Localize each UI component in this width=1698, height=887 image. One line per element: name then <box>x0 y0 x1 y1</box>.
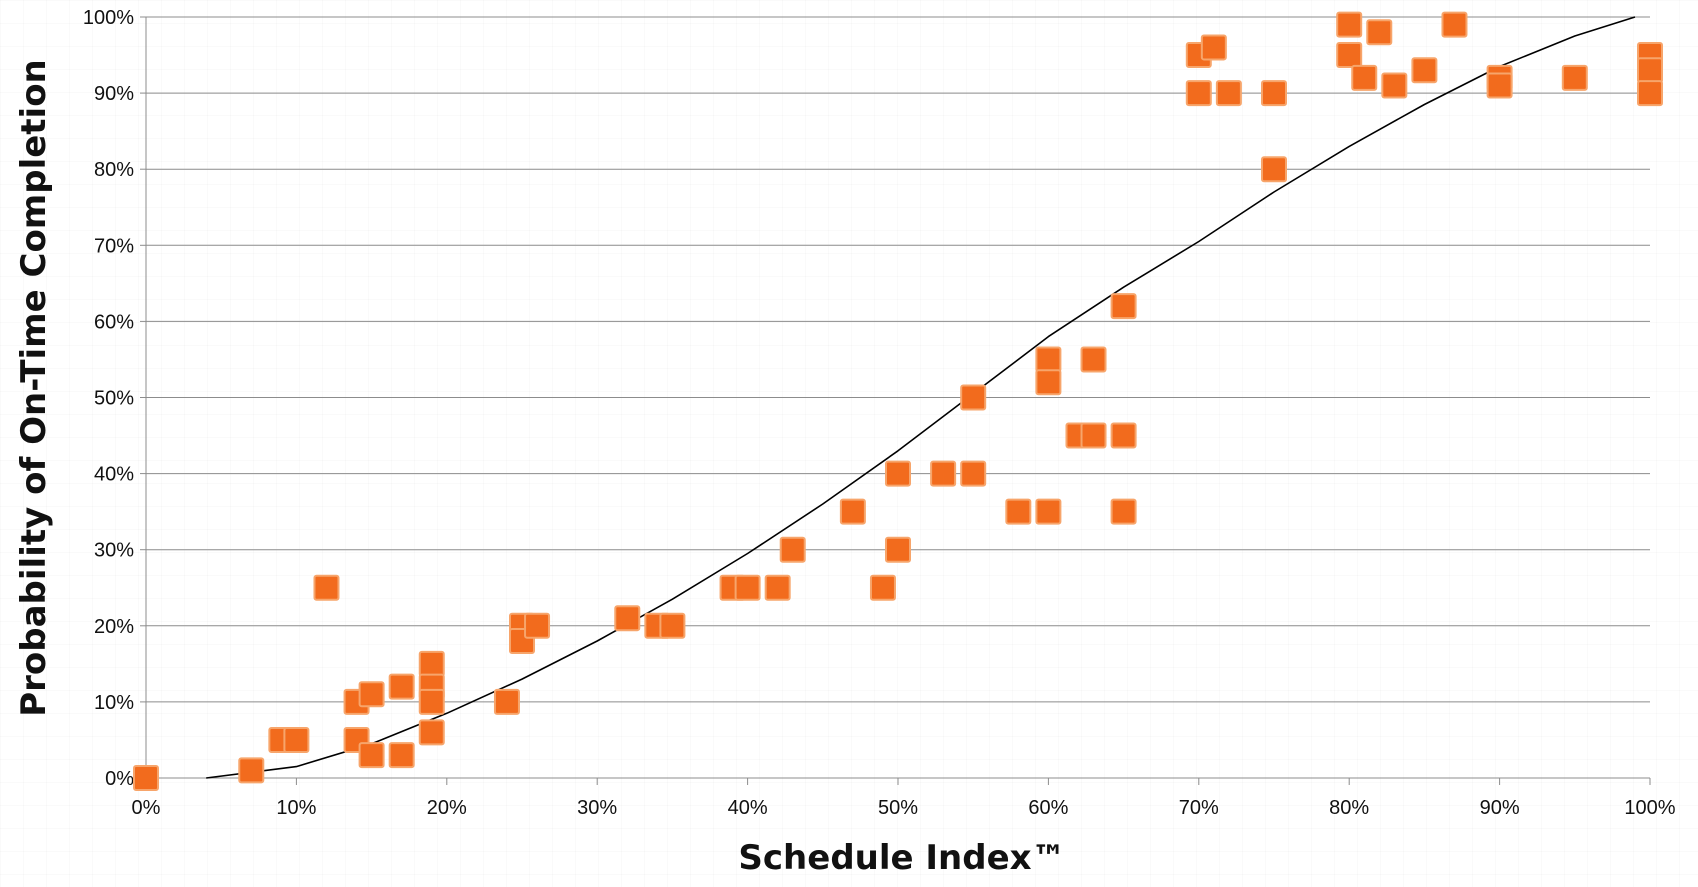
y-tick-label: 40% <box>94 464 134 486</box>
data-point <box>238 757 265 784</box>
data-point <box>659 612 686 639</box>
data-point <box>1110 422 1137 449</box>
data-point <box>1080 346 1107 373</box>
data-point <box>493 688 520 715</box>
x-tick-label: 50% <box>878 797 918 819</box>
data-point <box>885 460 911 487</box>
data-point <box>1637 57 1663 84</box>
data-point <box>869 574 896 601</box>
data-point <box>418 719 445 746</box>
data-point <box>283 726 310 753</box>
x-tick-label: 30% <box>577 797 617 819</box>
data-point <box>885 536 911 563</box>
y-tick-label: 30% <box>94 540 134 562</box>
y-tick-label: 50% <box>94 388 134 410</box>
data-point <box>1441 11 1468 38</box>
y-tick-label: 20% <box>94 616 134 638</box>
data-point <box>1336 42 1363 69</box>
data-point <box>313 574 340 601</box>
x-tick-label: 60% <box>1028 797 1068 819</box>
data-point <box>358 681 385 708</box>
axes <box>140 16 1651 785</box>
data-point <box>1486 72 1513 99</box>
data-points <box>133 11 1663 791</box>
data-point <box>418 650 445 677</box>
data-point <box>1215 80 1242 107</box>
trend-line-layer <box>206 16 1636 779</box>
data-point <box>1110 498 1137 525</box>
y-axis-title: Probability of On-Time Completion <box>14 59 54 717</box>
gridlines <box>146 16 1650 703</box>
y-tick-label: 100% <box>83 7 134 29</box>
x-tick-label: 0% <box>132 797 161 819</box>
data-point <box>524 612 551 639</box>
x-tick-label: 20% <box>427 797 467 819</box>
data-point <box>614 605 641 632</box>
x-tick-label: 100% <box>1624 797 1675 819</box>
x-tick-label: 80% <box>1329 797 1369 819</box>
data-point <box>839 498 866 525</box>
data-point <box>1336 11 1363 38</box>
x-tick-label: 90% <box>1480 797 1520 819</box>
data-point <box>1561 64 1588 91</box>
data-point <box>1261 80 1287 107</box>
data-point <box>1351 64 1378 91</box>
x-tick-label: 10% <box>276 797 316 819</box>
y-tick-label: 90% <box>94 83 134 105</box>
data-point <box>418 688 445 715</box>
data-point <box>764 574 791 601</box>
data-point <box>1035 346 1062 373</box>
y-tick-label: 70% <box>94 235 134 257</box>
x-tick-label: 70% <box>1179 797 1219 819</box>
data-point <box>1005 498 1032 525</box>
data-point <box>1080 422 1107 449</box>
data-point <box>779 536 806 563</box>
data-point <box>1110 293 1137 320</box>
y-tick-label: 10% <box>94 692 134 714</box>
y-tick-labels: 0% 10% 20% 30% 40% 50% 60% 70% 80% 90% 100% <box>83 7 134 790</box>
y-tick-label: 0% <box>105 768 134 790</box>
data-point <box>1035 498 1062 525</box>
data-point <box>734 574 761 601</box>
x-tick-label: 40% <box>728 797 768 819</box>
data-point <box>930 460 957 487</box>
data-point <box>1200 34 1227 61</box>
y-tick-label: 60% <box>94 311 134 333</box>
data-point <box>1411 57 1438 84</box>
y-tick-label: 80% <box>94 159 134 181</box>
data-point <box>960 384 987 411</box>
data-point <box>388 673 415 700</box>
data-point <box>1366 19 1393 46</box>
data-point <box>388 742 415 769</box>
x-tick-labels: 0% 10% 20% 30% 40% 50% 60% 70% 80% 90% 100% <box>132 797 1676 819</box>
x-axis-title: Schedule Index™ <box>738 838 1065 878</box>
data-point <box>1637 80 1663 107</box>
data-point <box>133 765 159 791</box>
data-point <box>1381 72 1408 99</box>
trend-line <box>206 16 1636 779</box>
data-point <box>1261 156 1287 183</box>
data-point <box>1185 80 1212 107</box>
data-point <box>358 742 385 769</box>
data-point <box>1035 369 1062 396</box>
data-point <box>960 460 987 487</box>
